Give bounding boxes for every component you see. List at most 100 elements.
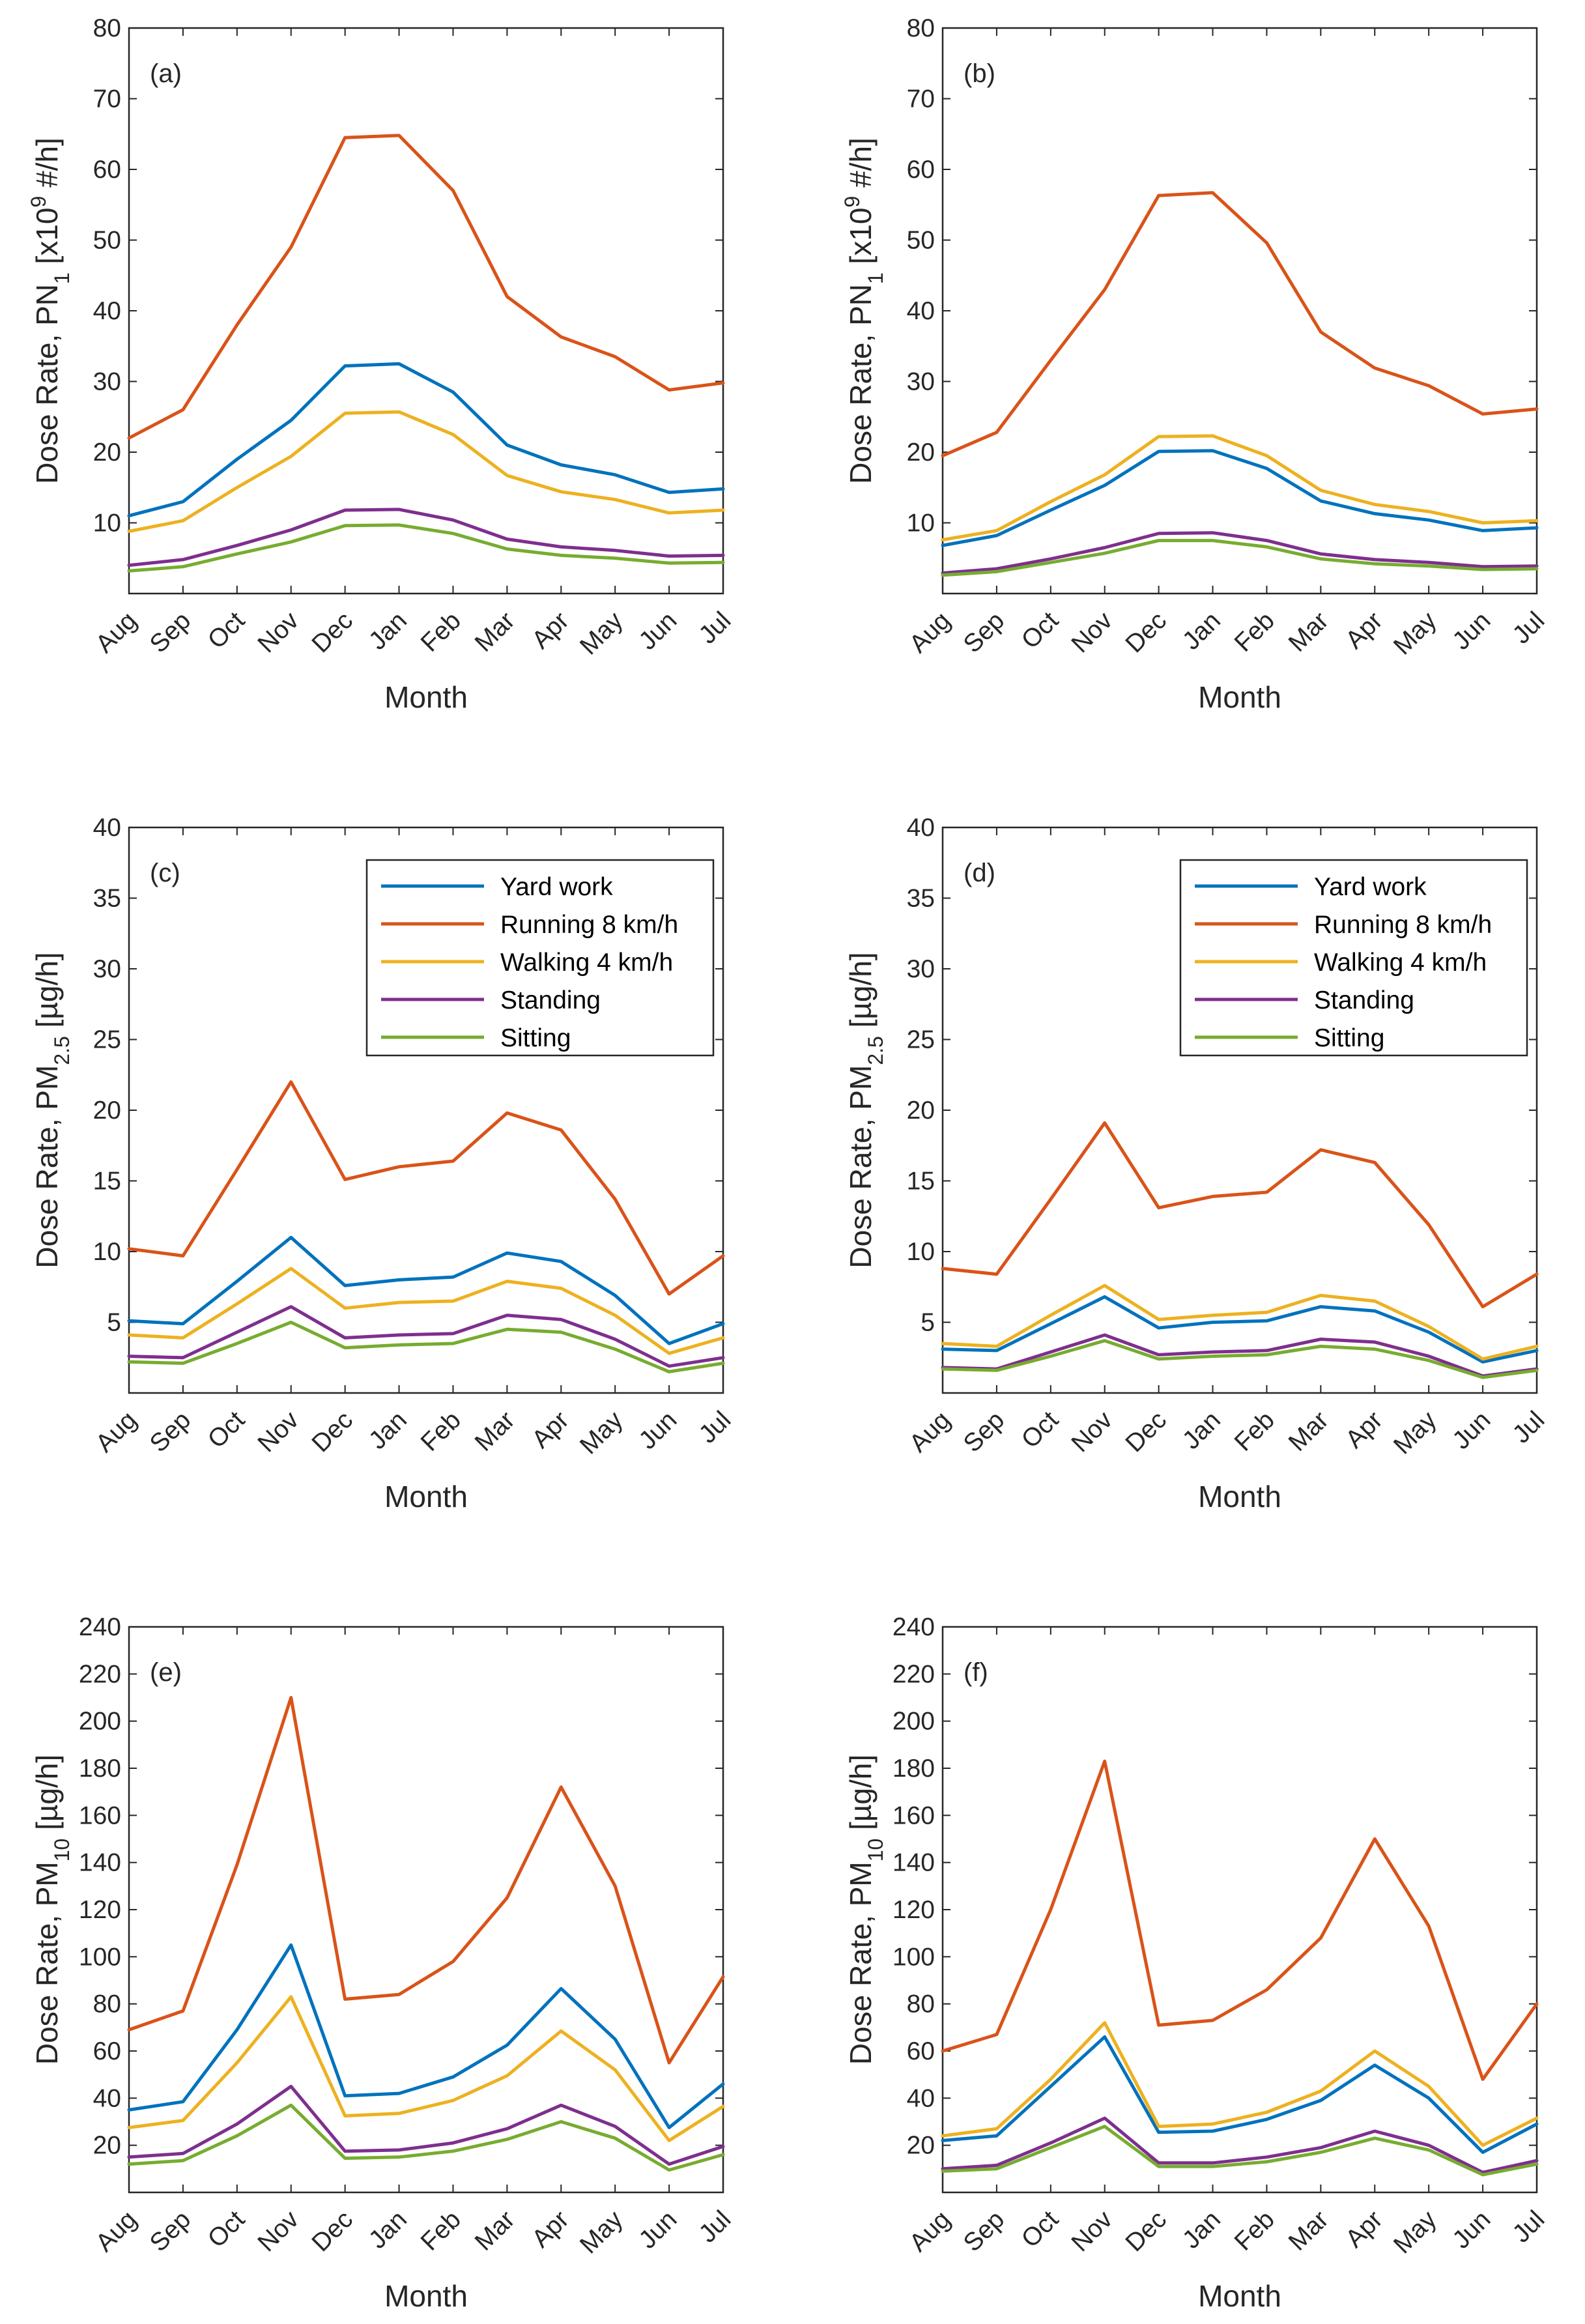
panel-e-ytick-label: 80 [93, 1990, 121, 2018]
panel-f-ytick-label: 80 [907, 1990, 935, 2018]
panel-b-xtick-label: Jun [1448, 607, 1496, 655]
panel-f-series-line [941, 2021, 1539, 2147]
panel-b-ytick-label: 80 [907, 14, 935, 42]
panel-c-xtick-label: Apr [526, 1406, 574, 1454]
panel-d: 5 10 15 20 25 30 35 40 Aug Sep Oct Nov Dec Jan Feb Mar A… [844, 814, 1550, 1513]
panel-c-xtick-label: Dec [307, 1406, 358, 1457]
panel-a-ytick-label: 40 [93, 297, 121, 325]
panel-e-xtick-label: Feb [416, 2205, 466, 2256]
legend-entry: Standing [1314, 986, 1414, 1014]
panel-c-ytick-label: 20 [93, 1097, 121, 1125]
panel-b-ytick-label: 50 [907, 227, 935, 255]
panel-c-xtick-label: Mar [470, 1406, 521, 1457]
panel-c-series-line [127, 1235, 725, 1345]
panel-e-xtick-label: Sep [145, 2205, 196, 2257]
panel-f-xtick-label: Dec [1121, 2205, 1172, 2257]
panel-f-series-line [941, 2116, 1539, 2174]
panel-e-ytick-label: 20 [93, 2132, 121, 2160]
legend-entry: Standing [500, 986, 601, 1014]
legend-entry: Walking 4 km/h [1314, 949, 1487, 977]
panel-c-ytick-label: 10 [93, 1238, 121, 1266]
legend-entry: Running 8 km/h [500, 911, 678, 939]
panel-c-xtick-label: Oct [203, 1406, 250, 1454]
panel-d-xtick-label: Jun [1448, 1406, 1496, 1455]
panel-d-xtick-label: Oct [1016, 1406, 1064, 1454]
panel-f-ytick-label: 100 [892, 1943, 935, 1971]
panel-d-xtick-label: Aug [904, 1406, 956, 1457]
panel-e-series-line [127, 1995, 725, 2142]
panel-d-ytick-label: 40 [907, 814, 935, 842]
panel-f-ytick-label: 20 [907, 2132, 935, 2160]
panel-a-xtick-label: Aug [91, 607, 142, 658]
legend-entry: Sitting [500, 1024, 571, 1052]
panel-d-legend-box [1179, 859, 1528, 1057]
panel-c-legend: Yard work Running 8 km/h Walking 4 km/h Sta… [365, 859, 715, 1057]
legend-entry: Walking 4 km/h [500, 949, 673, 977]
panel-b-series-line [941, 531, 1539, 575]
panel-a-ytick-label: 50 [93, 227, 121, 255]
panel-d-xtick-label: Jan [1177, 1406, 1226, 1455]
panel-a-axes-box [128, 27, 724, 595]
panel-a-ytick-label: 70 [93, 85, 121, 113]
panel-f-ytick-label: 220 [892, 1660, 935, 1688]
panel-d-series-line [941, 1284, 1539, 1361]
panel-e-series-line [127, 2103, 725, 2172]
panel-f-ytick-label: 240 [892, 1613, 935, 1641]
panel-a-xtick-label: Mar [470, 607, 521, 657]
panel-f-ytick-label: 140 [892, 1849, 935, 1877]
panel-e-x-axis-label: Month [384, 2279, 468, 2313]
panel-d-xtick-label: Mar [1283, 1406, 1334, 1457]
panel-d-xtick-label: Jul [1507, 1406, 1550, 1449]
panel-e-series-line [127, 1696, 725, 2065]
legend-entry: Yard work [1314, 873, 1427, 901]
panel-b-ytick-label: 40 [907, 297, 935, 325]
panel-f-ytick-label: 40 [907, 2084, 935, 2112]
panel-d-x-axis-label: Month [1198, 1480, 1281, 1513]
panel-b-tag: (b) [964, 59, 995, 88]
panel-d-ytick-label: 30 [907, 955, 935, 983]
panel-e-xtick-label: Apr [526, 2205, 574, 2253]
panel-c-series-line [127, 1321, 725, 1373]
panel-b-xtick-label: May [1388, 607, 1442, 661]
panel-c-xtick-label: Feb [416, 1406, 466, 1457]
panel-e-axes-box [128, 1626, 724, 2194]
panel-e-ytick-label: 40 [93, 2084, 121, 2112]
panel-d-ytick-label: 20 [907, 1097, 935, 1125]
panel-a-series-line [127, 508, 725, 567]
panel-d-ytick-label: 10 [907, 1238, 935, 1266]
panel-d-ytick-label: 25 [907, 1026, 935, 1054]
panel-a-xtick-label: Apr [526, 607, 574, 654]
panel-a-ytick-label: 20 [93, 438, 121, 466]
panel-b-series-line [941, 539, 1539, 577]
panel-e-xtick-label: Aug [91, 2205, 142, 2257]
panel-d-xtick-label: Feb [1229, 1406, 1280, 1457]
panel-f: 20 40 60 80 100 120 140 160 180 200 220 240 Aug Sep Oc… [844, 1613, 1550, 2313]
panel-f-ytick-label: 120 [892, 1896, 935, 1924]
panel-a-series-line [127, 134, 725, 440]
panel-b: 10 20 30 40 50 60 70 80 Aug Sep Oct Nov Dec Jan Feb Mar… [840, 14, 1550, 714]
panel-c-xtick-label: Sep [145, 1406, 196, 1457]
legend-entry: Running 8 km/h [1314, 911, 1492, 939]
panel-c: 5 10 15 20 25 30 35 40 Aug Sep Oct Nov Dec Jan Feb Mar A… [30, 814, 736, 1513]
panel-c-ytick-label: 40 [93, 814, 121, 842]
panel-e-ytick-label: 200 [79, 1708, 121, 1736]
panel-c-legend-box [365, 859, 715, 1057]
panel-a-xtick-label: Nov [253, 607, 305, 659]
panel-b-xtick-label: Feb [1229, 607, 1280, 657]
panel-b-xtick-label: Sep [958, 607, 1010, 658]
panel-d-ytick-label: 15 [907, 1168, 935, 1196]
panel-f-y-axis-label: Dose Rate, PM10 [µg/h] [844, 1755, 887, 2065]
panel-f-xtick-label: May [1388, 2205, 1442, 2259]
panel-a-xtick-label: Jul [694, 607, 737, 650]
panel-b-axes-box [941, 27, 1538, 595]
panel-e-y-axis-label: Dose Rate, PM10 [µg/h] [30, 1755, 74, 2065]
panel-d-y-axis-label: Dose Rate, PM2.5 [µg/h] [844, 952, 887, 1268]
panel-c-xtick-label: Jun [634, 1406, 683, 1455]
panel-d-xtick-label: Sep [958, 1406, 1010, 1457]
panel-d-xtick-label: Nov [1066, 1406, 1119, 1458]
panel-e-xtick-label: Jan [364, 2205, 412, 2254]
panel-e-ytick-label: 100 [79, 1943, 121, 1971]
panel-f-xtick-label: Jun [1448, 2205, 1496, 2254]
panel-d-legend: Yard work Running 8 km/h Walking 4 km/h Sta… [1179, 859, 1528, 1057]
